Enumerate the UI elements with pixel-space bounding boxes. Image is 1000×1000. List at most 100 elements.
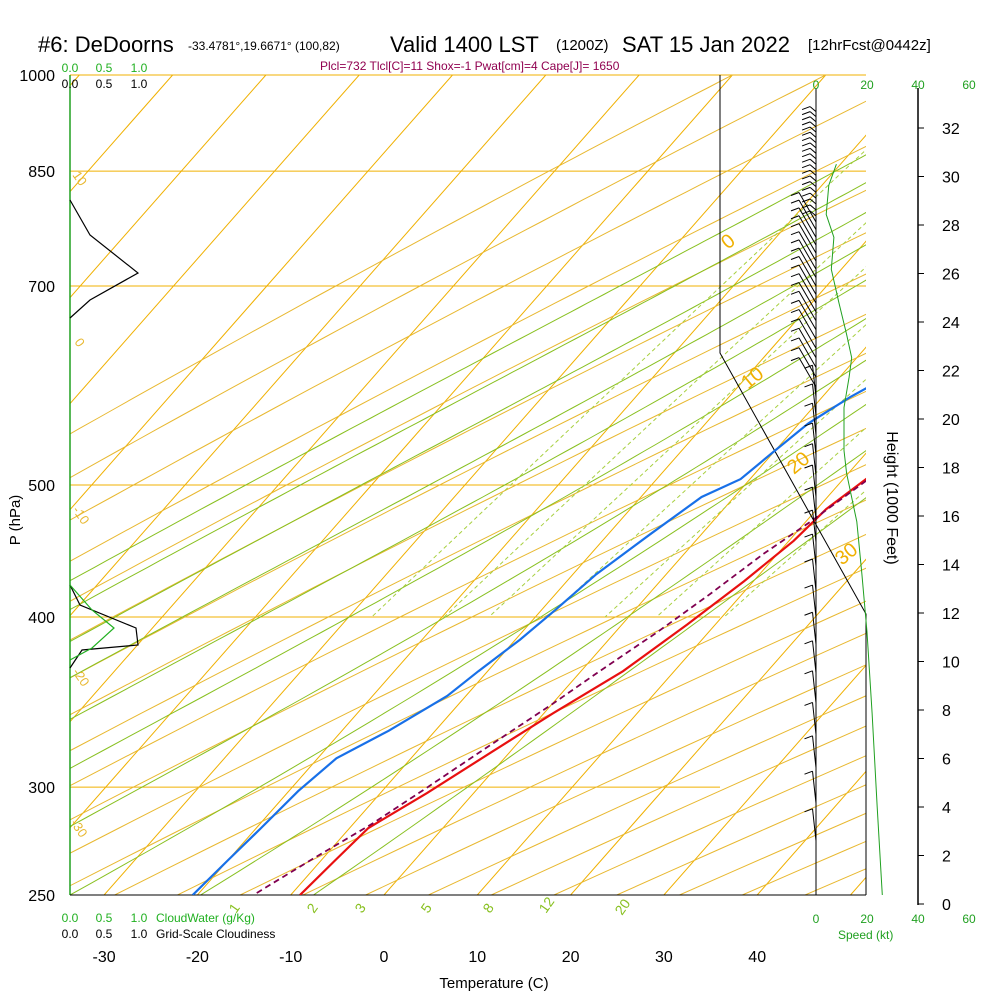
stability-indices: Plcl=732 Tlcl[C]=11 Shox=-1 Pwat[cm]=4 C… (320, 59, 620, 73)
height-tick-label: 8 (942, 703, 951, 720)
wind-barb (804, 735, 817, 768)
valid-time: Valid 1400 LST (390, 32, 539, 57)
cloudiness-top-tick: 0.5 (96, 77, 113, 91)
dry-adiabat-line (70, 499, 866, 887)
mixing-ratio-line (443, 222, 866, 618)
mixing-ratio-label: 5 (417, 900, 435, 916)
isotherm-line (70, 75, 360, 405)
wind-barb (801, 121, 817, 128)
station-coords: -33.4781°,19.6671° (100,82) (188, 39, 340, 53)
wind-barb (790, 207, 817, 238)
temp-tick-label: 10 (468, 949, 486, 966)
height-tick-label: 2 (942, 849, 951, 866)
pressure-tick-700: 700 (28, 279, 55, 296)
height-tick-label: 0 (942, 897, 951, 914)
wind-barb (801, 181, 817, 188)
isotherm-line (70, 75, 640, 723)
isotherm-line (70, 75, 733, 829)
dry-adiabat-line (239, 600, 866, 895)
height-axis-title: Height (1000 Feet) (883, 431, 900, 564)
dry-adiabat-line (70, 464, 866, 854)
wind-barb (804, 364, 817, 398)
dry-adiabat-line (70, 313, 866, 716)
temp-tick-label: 20 (562, 949, 580, 966)
wind-barb (801, 175, 817, 182)
valid-date: SAT 15 Jan 2022 (622, 32, 790, 57)
height-tick-label: 30 (942, 170, 960, 187)
dry-adiabat-line (176, 567, 866, 895)
wind-speed-label: Speed (kt) (838, 928, 893, 942)
moist-adiabat-line (70, 317, 866, 769)
cloudwater-top-tick: 0.0 (62, 61, 79, 75)
temp-tick-label: 0 (380, 949, 389, 966)
mixing-ratio-label: 12 (535, 894, 557, 916)
cloudwater-tick: 1.0 (131, 911, 148, 925)
station-title: #6: DeDoorns (38, 32, 174, 57)
cloudiness-top-tick: 0.0 (62, 77, 79, 91)
temp-tick-label: -30 (93, 949, 116, 966)
cloudwater-top-tick: 1.0 (131, 61, 148, 75)
pressure-tick-1000: 1000 (19, 68, 55, 85)
pressure-tick-300: 300 (28, 780, 55, 797)
dewpoint-line (191, 387, 866, 895)
wind-barb (804, 808, 817, 841)
isotherm-line (70, 75, 547, 617)
dry-adiabat-line (70, 390, 866, 787)
wind-barb (790, 299, 817, 331)
wind-barb (801, 153, 817, 160)
moist-adiabat-line (70, 244, 866, 679)
wind-barb (801, 106, 817, 112)
moist-adiabat-line (200, 450, 866, 895)
dry-adiabat-line (70, 427, 866, 821)
wind-barb (790, 327, 817, 359)
pressure-tick-250: 250 (28, 888, 55, 905)
wind-barb (804, 509, 817, 543)
moist-adiabat-label: 30 (831, 539, 862, 570)
moist-adiabat-label: 10 (737, 363, 768, 394)
temp-tick-label: -10 (279, 949, 302, 966)
wind-panel: 0 20 40 600 20 40 60 (790, 78, 976, 926)
moist-adiabat-line (70, 211, 866, 643)
cloudwater-top-tick: 0.5 (96, 61, 113, 75)
plot-frame (69, 75, 867, 896)
cloudiness-tick: 0.5 (96, 927, 113, 941)
mixing-ratio-label: 3 (351, 900, 369, 916)
height-tick-label: 4 (942, 800, 951, 817)
moist-adiabat-line (70, 182, 866, 611)
wind-bottom-tick: 20 (860, 912, 874, 926)
isotherm-line (663, 664, 866, 895)
dry-adiabat-line (70, 352, 866, 752)
cloudwater-tick: 0.0 (62, 911, 79, 925)
wind-barb (804, 486, 817, 520)
dry-adiabat-line (427, 695, 866, 895)
dry-adiabat-line (70, 75, 734, 435)
utc-time: (1200Z) (556, 37, 609, 54)
guide-lines (70, 75, 866, 895)
mixing-ratio-label: 2 (303, 900, 321, 916)
temp-tick-label: 30 (655, 949, 673, 966)
dry-adiabat-line (615, 784, 866, 895)
wind-barb (801, 126, 817, 133)
temp-tick-label: 40 (748, 949, 766, 966)
wind-barb (790, 290, 817, 322)
wind-barb (801, 137, 817, 143)
dry-adiabat-line (70, 145, 866, 562)
wind-barb (790, 256, 817, 287)
wind-bottom-tick: 0 (813, 912, 820, 926)
cloudwater-tick: 0.5 (96, 911, 113, 925)
parcel-line (252, 479, 866, 895)
wind-barb (790, 192, 817, 223)
wind-barb (804, 402, 817, 436)
height-tick-label: 16 (942, 509, 960, 526)
moist-adiabat-line (70, 154, 866, 582)
wind-barb (790, 231, 817, 262)
height-tick-label: 22 (942, 364, 960, 381)
dry-adiabat-label: 10 (70, 168, 91, 188)
mixing-ratio-line (604, 378, 866, 618)
isotherm-line (70, 75, 453, 511)
wind-barb (790, 357, 817, 388)
sounding-lines (191, 387, 866, 895)
wind-bottom-tick: 60 (962, 912, 976, 926)
wind-barb (804, 533, 817, 567)
cloud-panel: 0.0 0.5 1.0 0.0 0.5 1.0 0.0 0.5 1.0 0.0 0.5 1.0 (62, 61, 148, 941)
